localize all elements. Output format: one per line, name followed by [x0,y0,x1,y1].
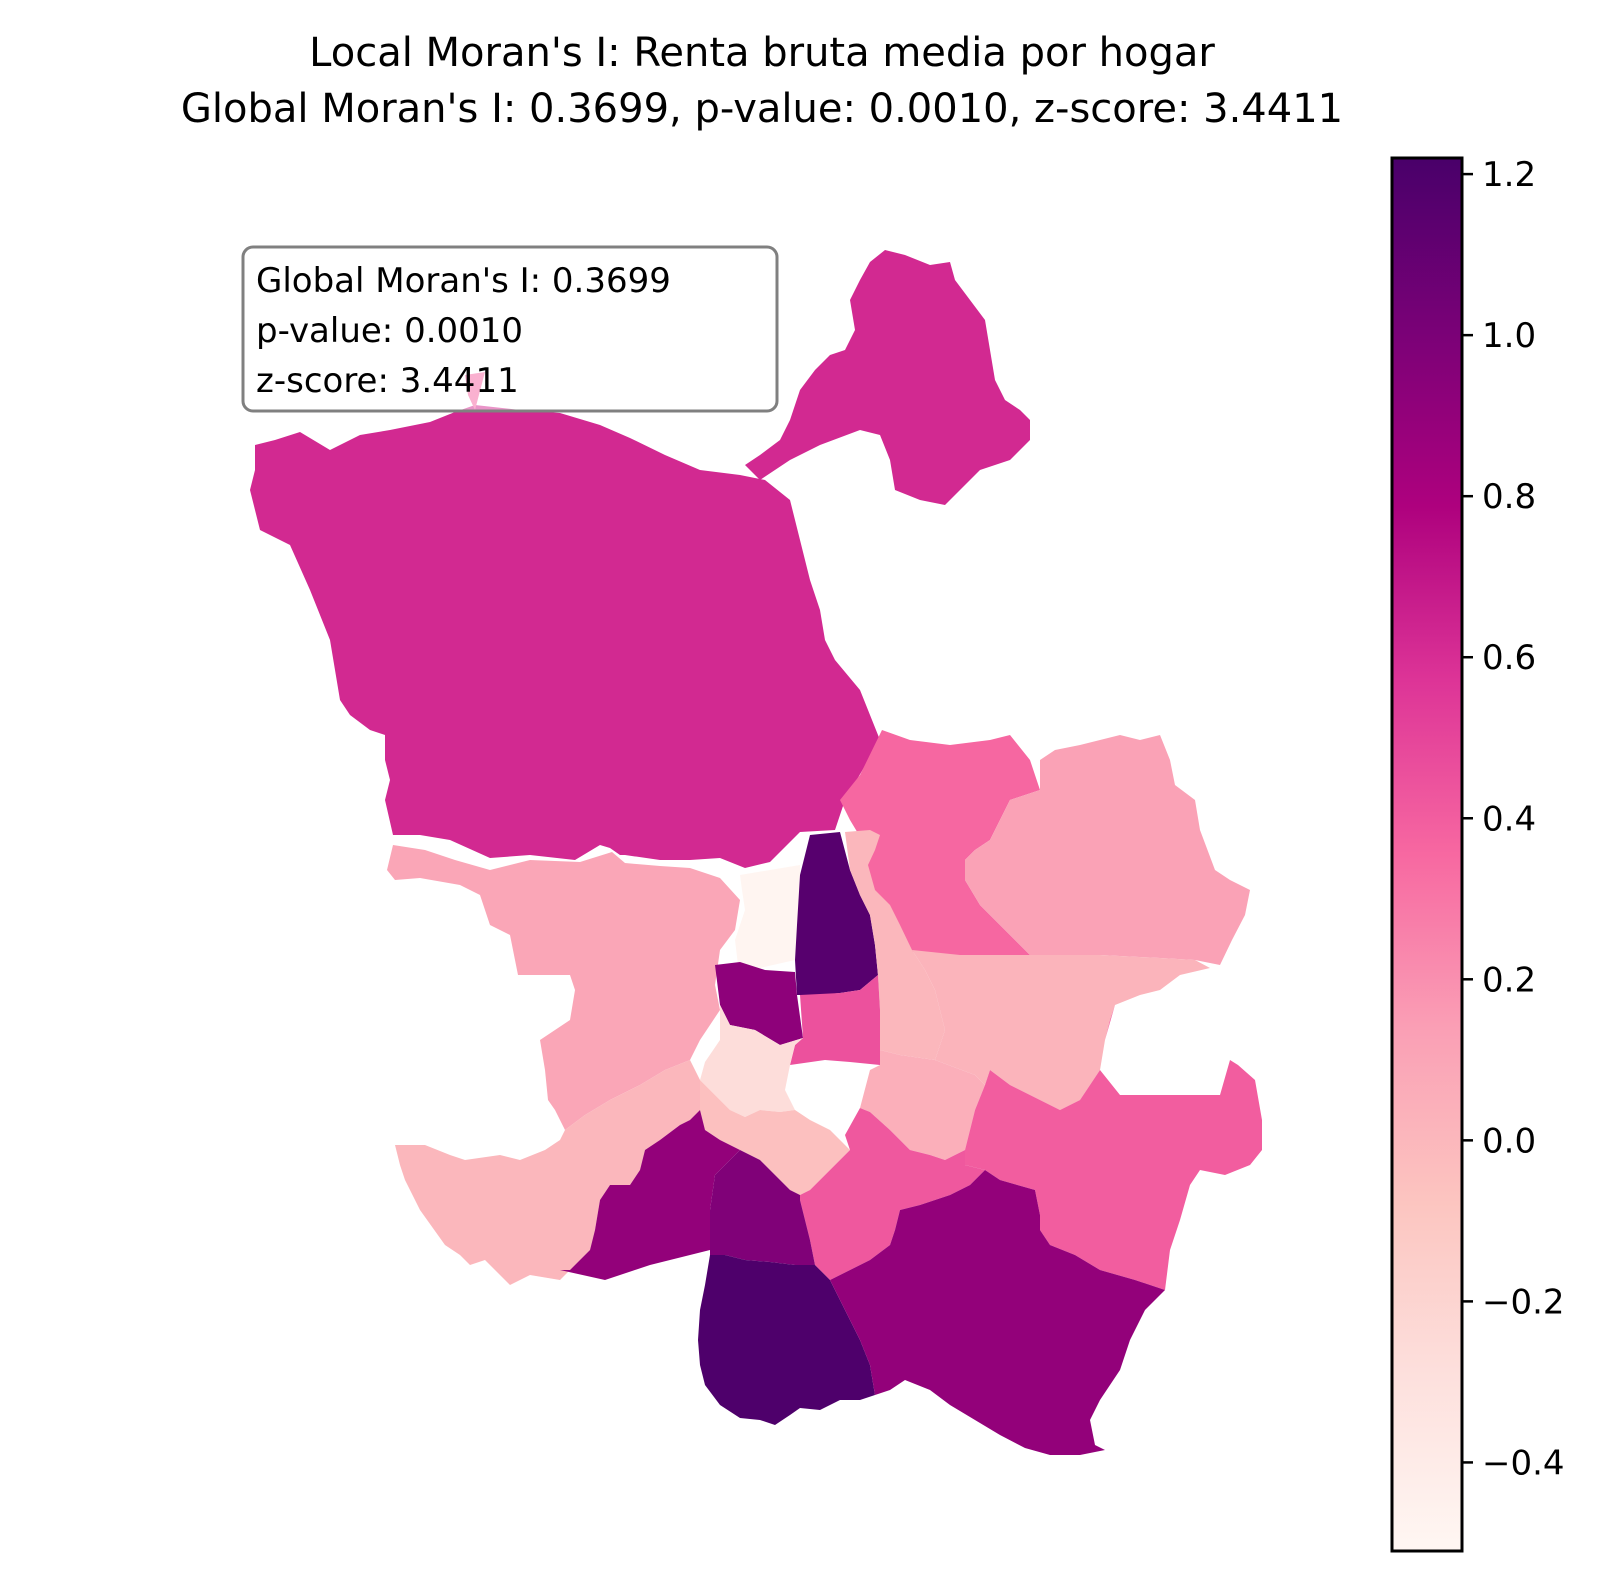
chart-title: Local Moran's I: Renta bruta media por h… [309,30,1215,76]
annotation-p-value: p-value: 0.0010 [256,311,523,351]
colorbar-tick-label: 0.2 [1482,960,1536,1000]
district-east-south [965,1005,1262,1290]
district-map [250,250,1262,1455]
district-center [700,1005,803,1117]
colorbar-gradient [1390,156,1464,1553]
district-south-center-dark [710,1150,815,1265]
district-southwest [395,1060,700,1285]
district-east-center [912,950,1210,1110]
district-center-dark-west [715,962,803,1045]
annotation-z-score: z-score: 3.4411 [256,361,519,401]
colorbar-tick-label: 1.2 [1482,155,1536,195]
district-southeast [830,1170,1165,1455]
district-center-north-white [735,865,800,968]
district-center-south-a [700,1080,850,1195]
district-center-mid [790,975,880,1065]
colorbar-tick-label: 1.0 [1482,316,1536,356]
colorbar-tick-label: −0.2 [1482,1282,1565,1322]
district-center-strip [845,830,945,1060]
colorbar-ticks: −0.4 −0.2 0.0 0.2 0.4 0.6 0.8 1.0 1.2 [1462,155,1565,1483]
district-east [965,735,1250,965]
district-center-east [860,1050,985,1160]
annotation-global-i: Global Moran's I: 0.3699 [256,261,671,301]
district-west [387,845,740,1130]
district-south-west-mid [560,1110,740,1280]
district-south [698,1255,875,1425]
district-center-dark-north [795,832,878,995]
colorbar-tick-label: 0.6 [1482,638,1536,678]
colorbar-tick-label: 0.4 [1482,799,1536,839]
district-northeast-mid [840,730,1040,955]
chart-subtitle: Global Moran's I: 0.3699, p-value: 0.001… [181,86,1343,132]
annotation-box [241,245,779,413]
colorbar-tick-label: 0.8 [1482,477,1536,517]
district-north [250,405,880,868]
stats-annotation: Global Moran's I: 0.3699 p-value: 0.0010… [241,245,779,413]
district-northeast-lobe [745,250,1030,505]
colorbar-tick-label: 0.0 [1482,1121,1536,1161]
colorbar-tick-label: −0.4 [1482,1443,1565,1483]
district-south-center [800,1108,985,1280]
colorbar: −0.4 −0.2 0.0 0.2 0.4 0.6 0.8 1.0 1.2 [1390,155,1565,1553]
